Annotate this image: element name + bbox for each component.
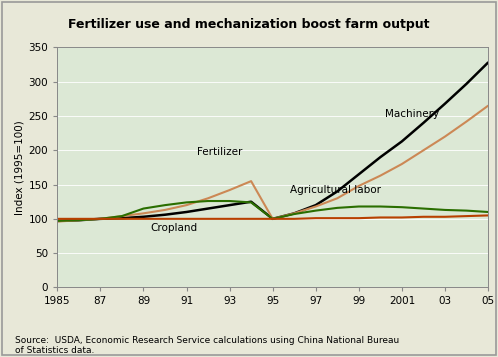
Text: Fertilizer: Fertilizer [197,147,243,157]
Text: Cropland: Cropland [150,223,197,233]
Y-axis label: Index (1995=100): Index (1995=100) [14,120,24,215]
Text: Fertilizer use and mechanization boost farm output: Fertilizer use and mechanization boost f… [68,17,430,31]
Text: Machinery: Machinery [384,109,439,119]
Text: Agricultural labor: Agricultural labor [290,185,381,195]
Text: Source:  USDA, Economic Research Service calculations using China National Burea: Source: USDA, Economic Research Service … [15,336,399,355]
